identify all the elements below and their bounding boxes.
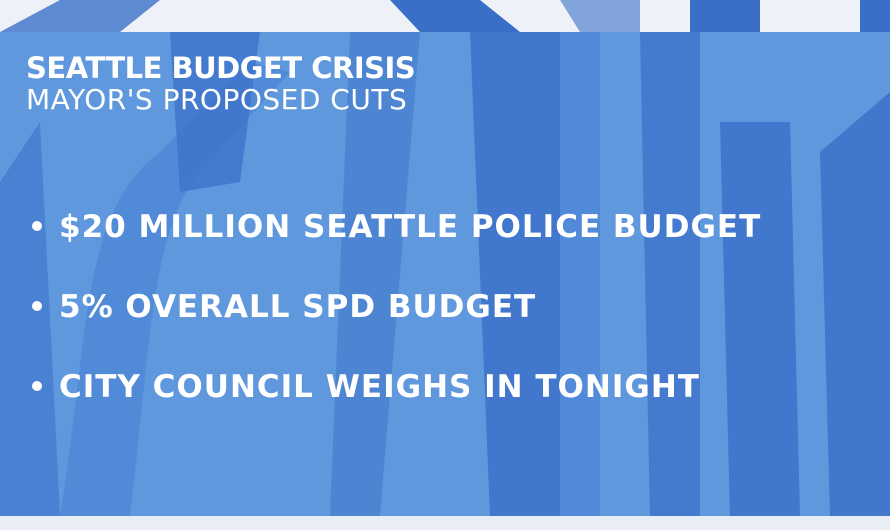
bullet-text: CITY COUNCIL WEIGHS IN TONIGHT — [59, 369, 700, 405]
bullet-text: $20 MILLION SEATTLE POLICE BUDGET — [59, 209, 762, 245]
bullet-item: CITY COUNCIL WEIGHS IN TONIGHT — [32, 367, 761, 447]
background-strip-bottom — [0, 516, 890, 530]
bullet-text: 5% OVERALL SPD BUDGET — [59, 289, 537, 325]
bullet-list: $20 MILLION SEATTLE POLICE BUDGET 5% OVE… — [32, 207, 761, 447]
bullet-icon — [32, 300, 42, 311]
bullet-item: $20 MILLION SEATTLE POLICE BUDGET — [32, 207, 761, 287]
graphic-panel: SEATTLE BUDGET CRISIS MAYOR'S PROPOSED C… — [0, 32, 890, 516]
graphic-subtitle: MAYOR'S PROPOSED CUTS — [26, 83, 408, 116]
bullet-icon — [32, 220, 42, 231]
blurred-logo-top — [0, 0, 890, 32]
bullet-icon — [32, 380, 42, 391]
bullet-item: 5% OVERALL SPD BUDGET — [32, 287, 761, 367]
seattle-logo-watermark — [0, 32, 890, 516]
background-strip-top — [0, 0, 890, 32]
graphic-title: SEATTLE BUDGET CRISIS — [26, 51, 416, 85]
